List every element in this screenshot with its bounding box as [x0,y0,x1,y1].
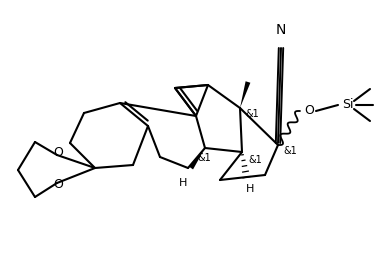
Text: N: N [276,23,286,37]
Text: &1: &1 [245,109,259,119]
Text: H: H [179,178,187,188]
Text: O: O [53,146,63,159]
Polygon shape [240,81,250,108]
Text: &1: &1 [248,155,262,165]
Text: H: H [246,184,254,194]
Polygon shape [189,148,205,169]
Text: &1: &1 [197,153,211,163]
Text: O: O [304,104,314,118]
Text: &1: &1 [283,146,297,156]
Text: O: O [53,179,63,191]
Text: Si: Si [342,99,354,112]
